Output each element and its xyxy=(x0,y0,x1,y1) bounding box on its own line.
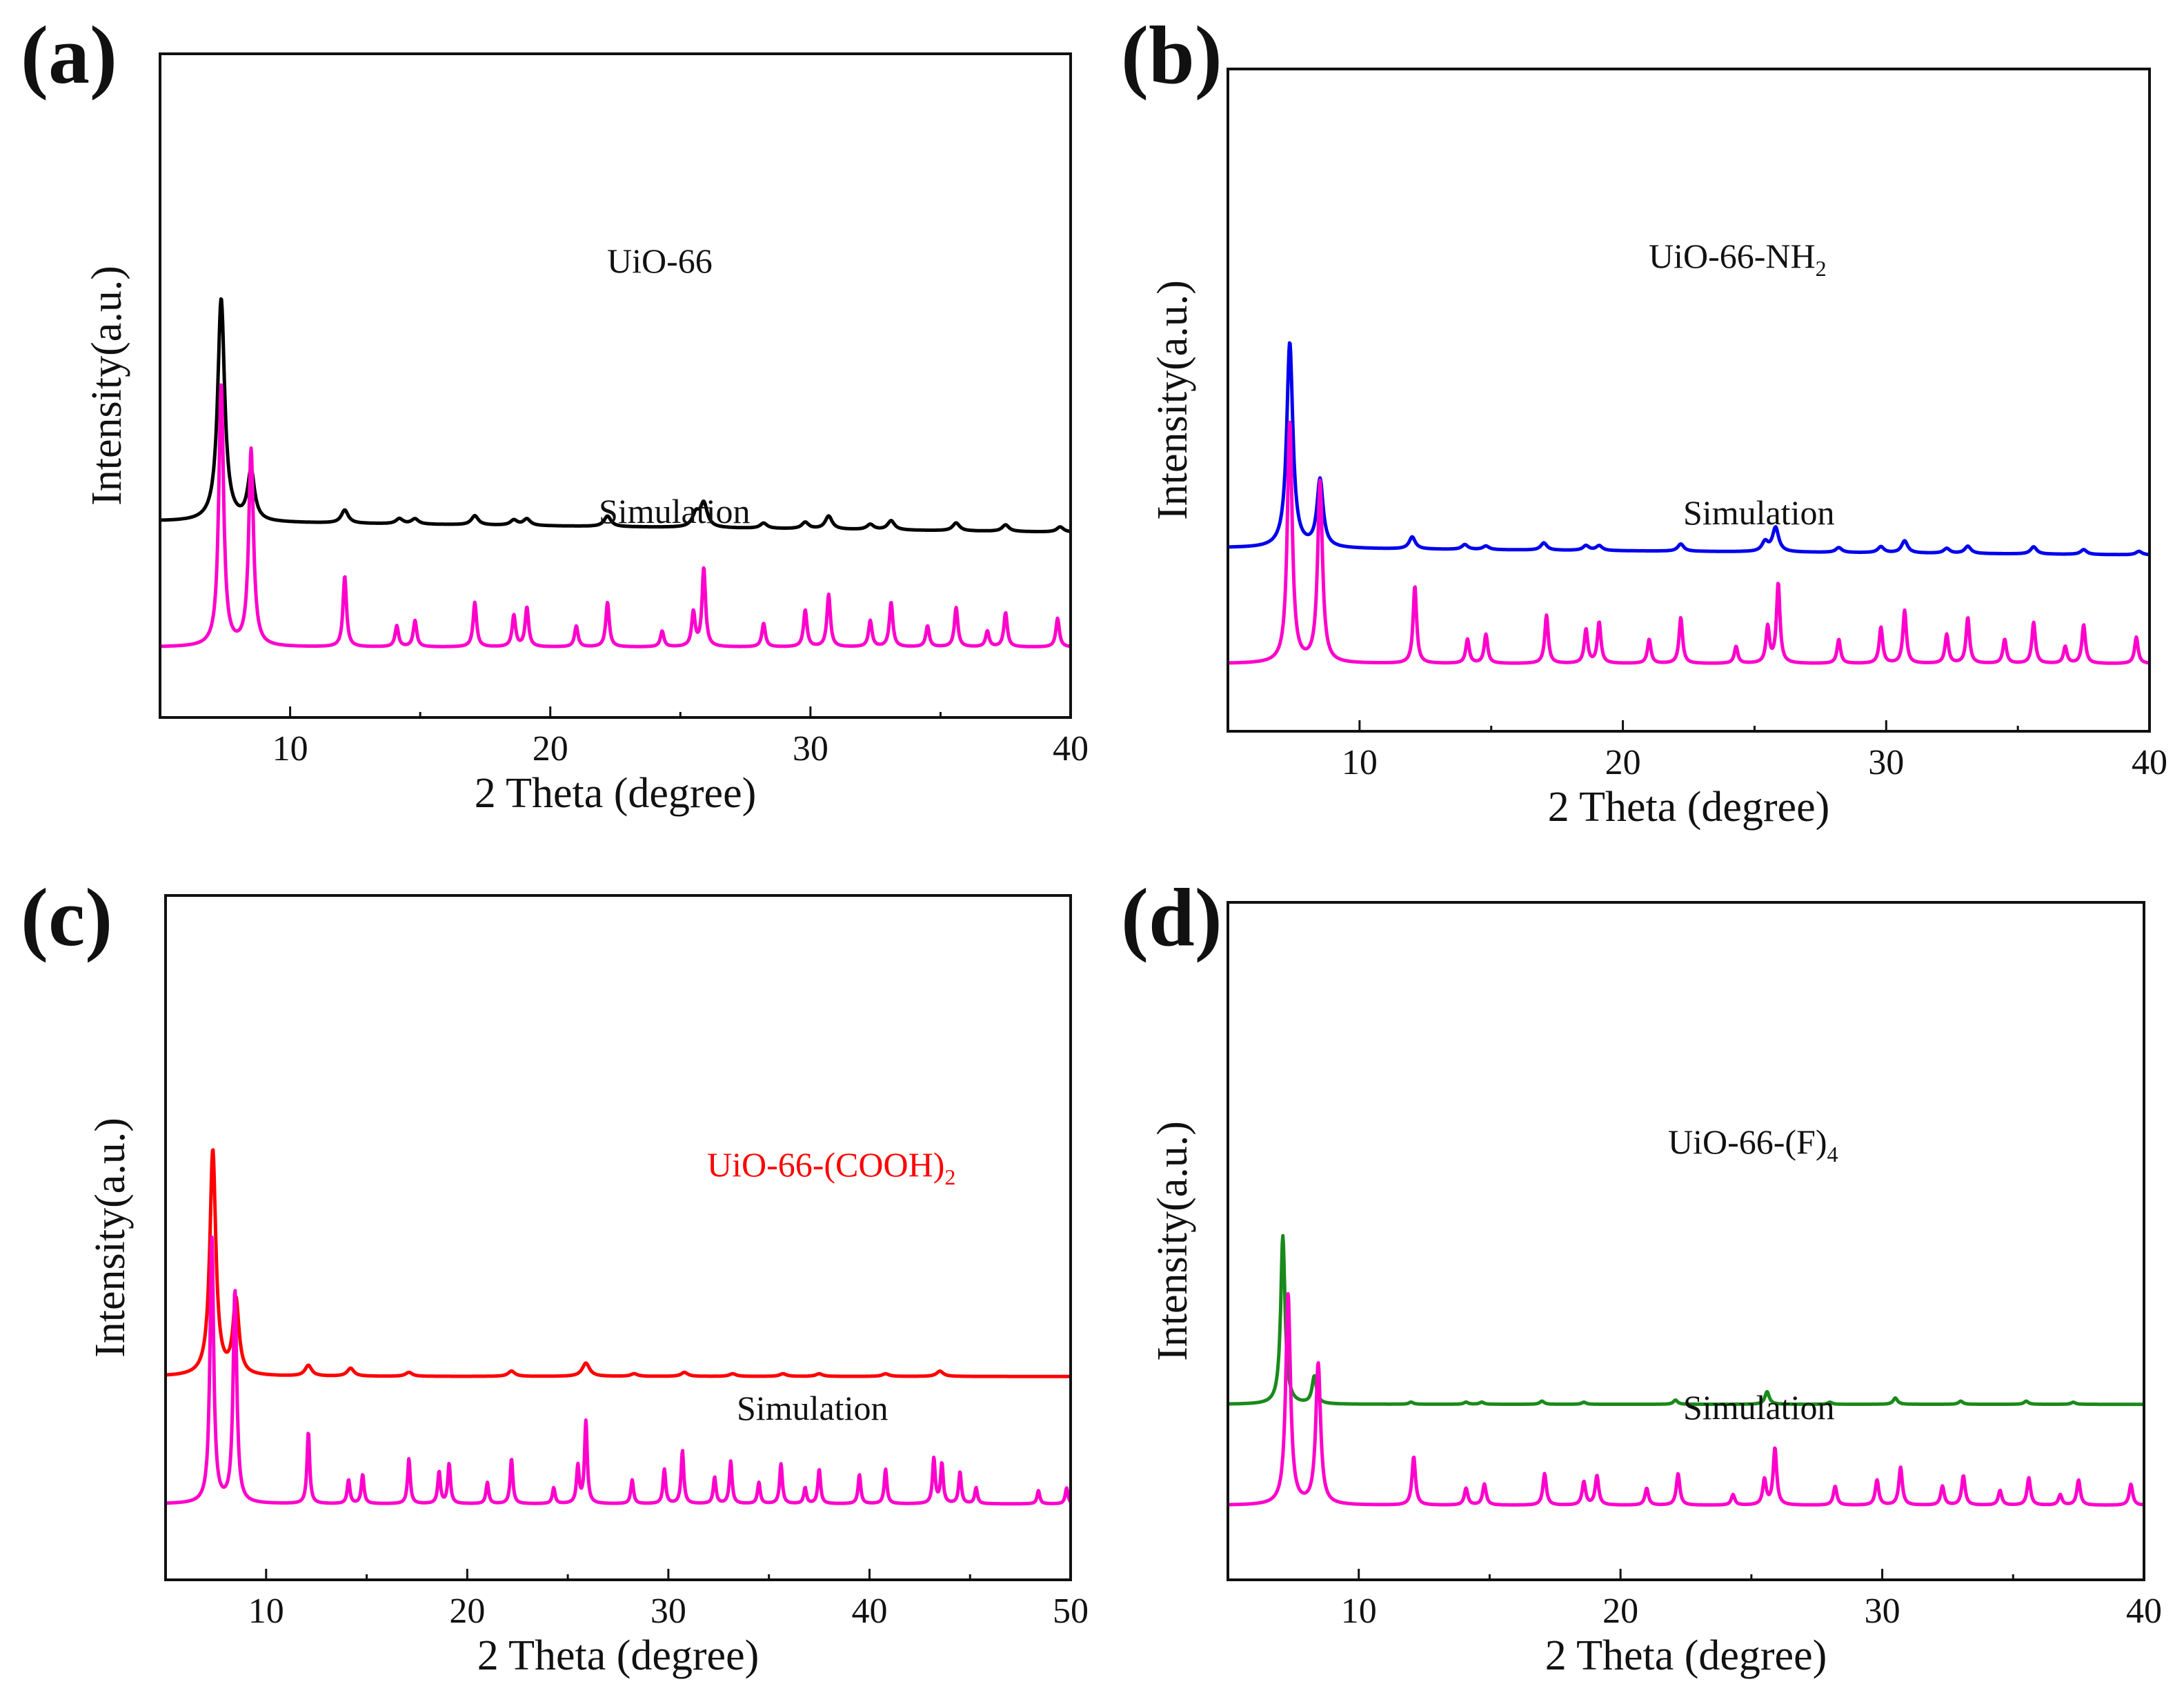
series-line-simulation xyxy=(1227,1291,2145,1507)
series-label-simulated: Simulation xyxy=(1683,493,1834,532)
x-tick-label: 30 xyxy=(1868,743,1904,782)
panel-label: (a) xyxy=(21,9,117,101)
chart-panel-a: (a) UiO-66 Simulation 10 20 30 40 2 Theta (degr… xyxy=(21,9,1089,817)
series-label-subscript: 4 xyxy=(1827,1142,1838,1167)
panel-label: (d) xyxy=(1121,871,1222,963)
plot-frame xyxy=(159,52,1072,719)
series-line-simulation xyxy=(1227,420,2151,665)
series-label-measured: UiO-66 xyxy=(607,241,713,280)
series-label-text: Simulation xyxy=(599,492,750,531)
x-tick-label: 40 xyxy=(1053,729,1089,769)
x-tick-label: 30 xyxy=(1865,1592,1900,1631)
series-line-simulation xyxy=(164,1235,1072,1506)
series-label-text: Simulation xyxy=(737,1389,888,1427)
series-line-measured xyxy=(164,1148,1072,1378)
x-tick-label: 20 xyxy=(1605,743,1641,782)
x-tick-label: 10 xyxy=(272,729,308,769)
x-tick-label: 10 xyxy=(248,1592,284,1631)
chart-panel-d: (d) UiO-66-(F)4 Simulation 10 20 30 40 2 Theta … xyxy=(1121,871,2162,1679)
series-label-subscript: 2 xyxy=(1816,256,1827,281)
series-label-text: UiO-66-NH xyxy=(1649,237,1816,275)
series-label-measured: UiO-66-NH2 xyxy=(1649,237,1827,281)
y-axis-label: Intensity(a.u.) xyxy=(1149,1121,1196,1361)
panel-label: (b) xyxy=(1121,9,1222,101)
series-label-simulated: Simulation xyxy=(599,492,750,531)
panel-label: (c) xyxy=(21,871,112,963)
x-tick-label: 40 xyxy=(2132,743,2167,782)
x-axis-label: 2 Theta (degree) xyxy=(1548,784,1830,831)
series-label-text: Simulation xyxy=(1683,1388,1834,1427)
x-tick-label: 30 xyxy=(793,729,828,769)
x-tick-label: 10 xyxy=(1342,743,1378,782)
y-axis-label: Intensity(a.u.) xyxy=(1149,280,1196,520)
x-tick-label: 10 xyxy=(1341,1592,1377,1631)
x-axis-label: 2 Theta (degree) xyxy=(475,770,757,817)
x-tick-label: 30 xyxy=(651,1592,686,1631)
series-label-text: UiO-66 xyxy=(607,241,713,280)
x-axis-label: 2 Theta (degree) xyxy=(477,1632,760,1679)
chart-panel-c: (c) UiO-66-(COOH)2 Simulation 10 20 30 40 50 2 T… xyxy=(21,871,1089,1679)
y-axis-label: Intensity(a.u.) xyxy=(83,266,130,506)
series-label-text: UiO-66-(F) xyxy=(1668,1122,1827,1161)
series-line-measured xyxy=(1227,341,2151,557)
series-label-text: UiO-66-(COOH) xyxy=(707,1145,944,1184)
x-tick-label: 40 xyxy=(851,1592,887,1631)
series-label-subscript: 2 xyxy=(944,1165,955,1189)
chart-panel-b: (b) UiO-66-NH2 Simulation 10 20 30 40 2 Theta (… xyxy=(1121,9,2167,831)
plot-frame xyxy=(1227,901,2145,1581)
series-label-measured: UiO-66-(COOH)2 xyxy=(707,1145,955,1189)
series-line-simulation xyxy=(159,383,1072,648)
series-label-simulated: Simulation xyxy=(737,1389,888,1427)
plot-frame xyxy=(164,894,1072,1581)
y-axis-label: Intensity(a.u.) xyxy=(87,1118,134,1358)
x-tick-label: 20 xyxy=(533,729,568,769)
x-tick-label: 20 xyxy=(1602,1592,1638,1631)
x-axis-label: 2 Theta (degree) xyxy=(1545,1632,1827,1679)
series-line-measured xyxy=(159,297,1072,533)
x-tick-label: 40 xyxy=(2126,1592,2162,1631)
series-label-text: Simulation xyxy=(1683,493,1834,532)
plot-frame xyxy=(1227,68,2151,733)
series-label-simulated: Simulation xyxy=(1683,1388,1834,1427)
x-tick-label: 50 xyxy=(1053,1592,1089,1631)
series-line-measured xyxy=(1227,1234,2145,1407)
x-tick-label: 20 xyxy=(449,1592,485,1631)
series-label-measured: UiO-66-(F)4 xyxy=(1668,1122,1838,1167)
